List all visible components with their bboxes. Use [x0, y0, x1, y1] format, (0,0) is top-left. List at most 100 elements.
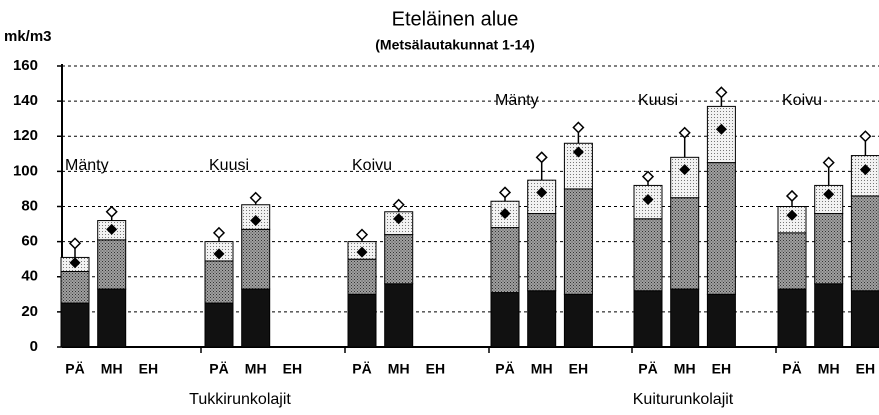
bar-segment — [60, 302, 90, 348]
x-tick-label: EH — [569, 361, 588, 377]
bar-segment — [527, 290, 557, 348]
group-label: Mänty — [65, 157, 109, 174]
upper-marker — [392, 198, 405, 211]
y-tick-label: 40 — [21, 268, 38, 285]
bar-segment — [850, 155, 879, 197]
y-axis-label: mk/m3 — [4, 28, 52, 45]
bar-segment — [706, 162, 736, 295]
bar-segment — [384, 234, 414, 285]
group-label: Mänty — [495, 92, 539, 109]
bar-segment — [850, 195, 879, 292]
x-tick-label: EH — [139, 361, 158, 377]
group-label: Koivu — [782, 92, 822, 109]
upper-marker — [355, 228, 369, 241]
upper-marker — [535, 151, 548, 164]
group-label: Kuusi — [209, 157, 249, 174]
y-tick-label: 0 — [30, 338, 38, 355]
x-tick-label: MH — [818, 361, 840, 377]
upper-marker — [498, 186, 512, 199]
bar-segment — [97, 288, 127, 348]
x-tick-label: MH — [674, 361, 696, 377]
point-marker — [859, 164, 871, 176]
bar-segment — [563, 293, 593, 348]
upper-marker — [105, 205, 118, 218]
bar-segment — [633, 218, 663, 292]
upper-marker — [641, 170, 655, 183]
x-tick-label: MH — [531, 361, 553, 377]
bar-segment — [97, 239, 127, 290]
x-tick-label: MH — [388, 361, 410, 377]
y-tick-label: 100 — [13, 162, 38, 179]
bar-segment — [490, 227, 520, 294]
upper-marker — [572, 121, 585, 134]
bar-segment — [347, 293, 377, 348]
group-label: Koivu — [352, 157, 392, 174]
point-marker — [356, 246, 368, 258]
x-tick-label: PÄ — [782, 361, 801, 377]
y-tick-label: 160 — [13, 57, 38, 74]
x-tick-label: PÄ — [209, 361, 228, 377]
upper-marker — [859, 130, 872, 143]
point-marker — [536, 186, 548, 198]
bar-segment — [670, 197, 700, 290]
group-label: Kuusi — [638, 92, 678, 109]
bar-segment — [777, 288, 807, 348]
point-marker — [572, 146, 584, 158]
point-marker — [393, 213, 405, 225]
bar-segment — [527, 213, 557, 292]
x-tick-label: EH — [426, 361, 445, 377]
bar-segment — [670, 288, 700, 348]
upper-marker — [678, 126, 691, 139]
x-tick-label: PÄ — [495, 361, 514, 377]
bar-segment — [241, 288, 271, 348]
bar-segment — [777, 232, 807, 290]
point-marker — [786, 209, 798, 221]
point-marker — [679, 164, 691, 176]
bar-segment — [850, 290, 879, 348]
point-marker — [823, 188, 835, 200]
bar-segment — [670, 156, 700, 199]
y-tick-label: 140 — [13, 92, 38, 109]
upper-marker — [68, 237, 82, 250]
point-marker — [715, 123, 727, 135]
chart-title: Eteläinen alue — [392, 8, 519, 30]
bar-segment — [814, 283, 844, 348]
x-tick-label: PÄ — [638, 361, 657, 377]
section-label: Tukkirunkolajit — [189, 391, 291, 408]
upper-marker — [249, 191, 262, 204]
point-marker — [106, 223, 118, 235]
section-label: Kuiturunkolajit — [633, 391, 734, 408]
x-tick-label: MH — [245, 361, 267, 377]
bar-segment — [490, 292, 520, 348]
bar-segment — [633, 290, 663, 348]
bar-segment — [563, 188, 593, 295]
bar-segment — [384, 283, 414, 348]
upper-marker — [715, 86, 728, 99]
upper-marker — [822, 156, 835, 169]
bar-segment — [347, 258, 377, 295]
bar-segment — [60, 270, 90, 304]
point-marker — [499, 208, 511, 220]
x-tick-label: EH — [712, 361, 731, 377]
x-tick-label: MH — [101, 361, 123, 377]
x-tick-label: EH — [856, 361, 875, 377]
bar-segment — [204, 260, 234, 304]
chart-subtitle: (Metsälautakunnat 1-14) — [375, 37, 534, 53]
y-tick-label: 80 — [21, 197, 38, 214]
upper-marker — [212, 226, 226, 239]
y-tick-label: 20 — [21, 303, 38, 320]
bar-segment — [563, 142, 593, 190]
point-marker — [69, 257, 81, 269]
x-tick-label: PÄ — [65, 361, 84, 377]
point-marker — [213, 248, 225, 260]
y-tick-label: 60 — [21, 233, 38, 250]
x-tick-label: PÄ — [352, 361, 371, 377]
y-tick-label: 120 — [13, 127, 38, 144]
bar-segment — [241, 228, 271, 290]
point-marker — [642, 193, 654, 205]
bar-segment — [204, 302, 234, 348]
x-tick-label: EH — [283, 361, 302, 377]
upper-marker — [785, 189, 799, 203]
point-marker — [250, 215, 262, 227]
